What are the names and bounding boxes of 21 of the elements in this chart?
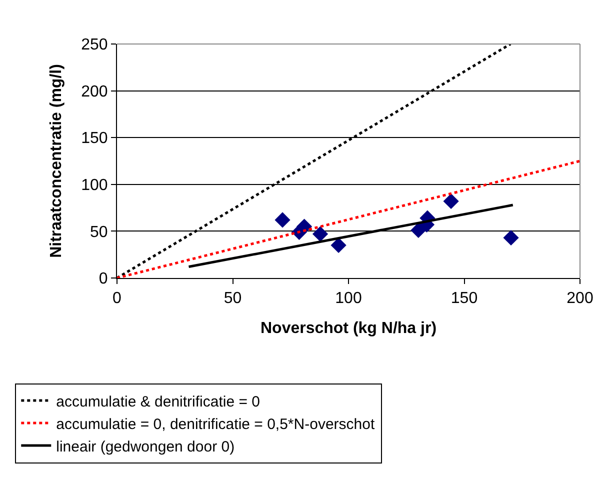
- point: [312, 226, 328, 242]
- y-tick-label: 250: [81, 36, 108, 54]
- y-tick-label: 150: [81, 130, 108, 148]
- legend-label: accumulatie & denitrificatie = 0: [56, 393, 260, 410]
- point: [330, 237, 346, 254]
- x-tick-label: 200: [566, 290, 594, 308]
- x-tick-label: 150: [450, 290, 478, 308]
- legend-label: accumulatie = 0, denitrificatie = 0,5*N-overschot: [56, 416, 376, 433]
- legend-label: lineair (gedwongen door 0): [56, 438, 235, 456]
- point: [503, 230, 519, 246]
- y-tick-label: 50: [90, 224, 108, 241]
- y-axis-title: Nitraatconcentratie (mg/l): [48, 64, 65, 258]
- x-tick-label: 50: [224, 290, 242, 308]
- x-axis-title: Noverschot (kg N/ha jr): [260, 320, 437, 337]
- y-tick-label: 200: [81, 83, 108, 100]
- y-tick-label: 0: [98, 270, 108, 288]
- y-tick-label: 100: [81, 177, 108, 194]
- point: [274, 212, 290, 228]
- x-tick-label: 100: [335, 290, 362, 308]
- x-tick-label: 0: [112, 290, 122, 308]
- point: [443, 193, 459, 210]
